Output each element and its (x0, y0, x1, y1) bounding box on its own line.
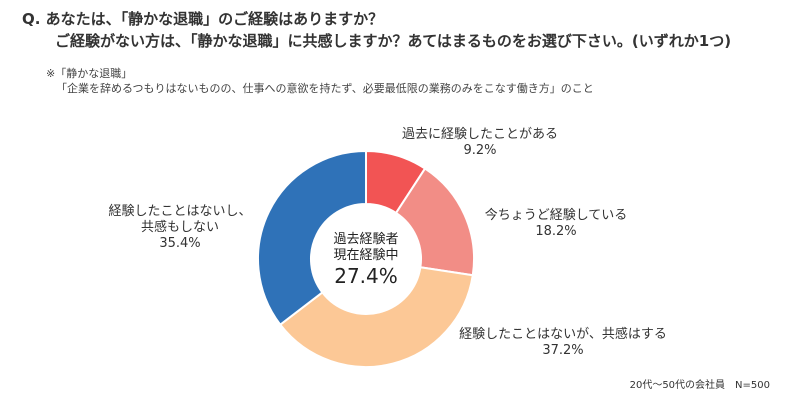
slice-label-2: 今ちょうど経験している (485, 207, 628, 223)
slice-label-4-line-1: 経験したことはないし、 (108, 204, 251, 219)
slices-group (257, 149, 475, 368)
slice-label-4-line-2: 共感もしない (141, 219, 219, 235)
note-definition: 「企業を辞めるつもりはないものの、仕事への意欲を持たず、必要最低限の業務のみをこ… (56, 82, 594, 95)
center-label-line-2: 現在経験中 (333, 248, 398, 263)
question-title: Q. あなたは、「静かな退職」のご経験はありますか？ ご経験がない方は、「静かな… (22, 8, 731, 52)
slice-value-2: 18.2% (535, 224, 576, 239)
note-term: ※「静かな退職」 (46, 67, 133, 80)
slice-value-4: 35.4% (159, 236, 200, 251)
question-line-1: Q. あなたは、「静かな退職」のご経験はありますか？ (22, 10, 384, 28)
slice-label-1: 過去に経験したことがある (402, 127, 558, 142)
slice-label-3: 経験したことはないが、共感はする (459, 326, 667, 342)
sample-footnote: 20代～50代の会社員 N=500 (629, 380, 770, 391)
term-note: ※「静かな退職」 「企業を辞めるつもりはないものの、仕事への意欲を持たず、必要最… (46, 66, 594, 96)
question-line-2: ご経験がない方は、「静かな退職」に共感しますか？あてはまるものをお選び下さい。(… (55, 32, 732, 50)
center-value: 27.4% (334, 264, 398, 288)
slice-value-3: 37.2% (542, 343, 583, 358)
donut-hole (311, 204, 421, 314)
center-label-line-1: 過去経験者 (333, 232, 398, 247)
slice-value-1: 9.2% (463, 143, 496, 158)
